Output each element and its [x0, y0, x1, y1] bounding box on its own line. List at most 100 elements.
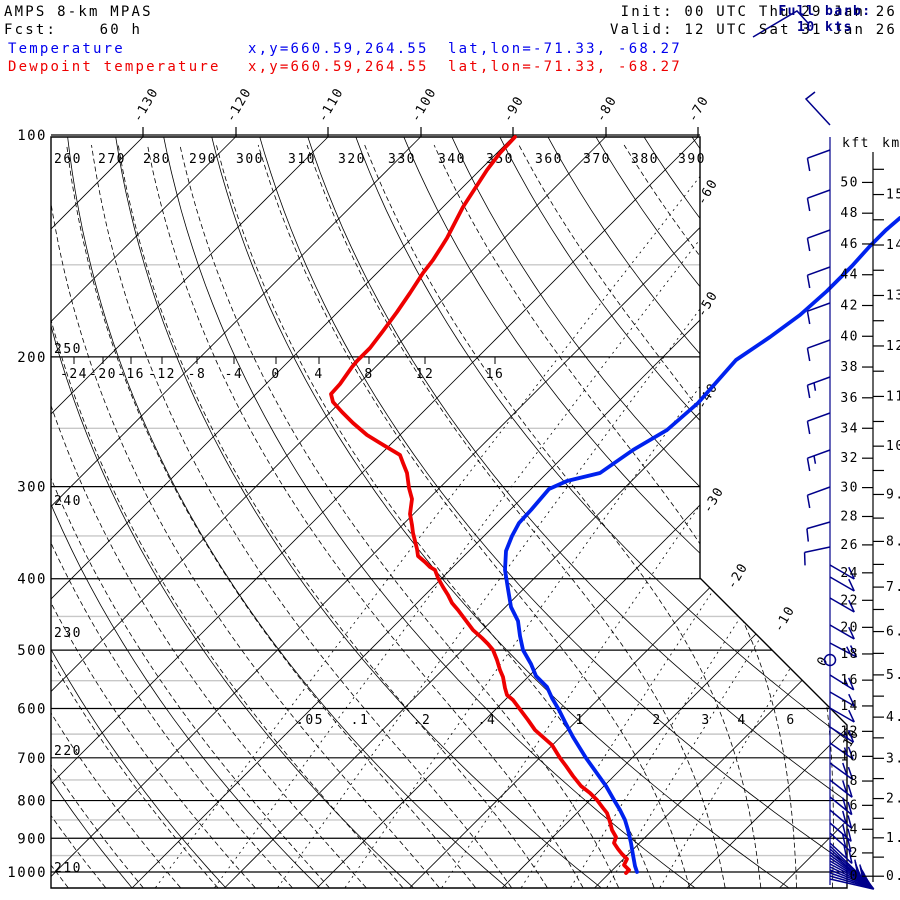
km-tick-label: 11. [886, 389, 900, 404]
km-tick-label: 12. [886, 339, 900, 354]
temperature-xy: x,y=660.59,264.55 [248, 41, 429, 57]
km-tick-label: 6. [886, 625, 900, 640]
dry-adiabat-label: 300 [236, 152, 264, 167]
temperature-curve [503, 216, 900, 874]
dry-adiabat-label: 270 [98, 152, 126, 167]
dewpoint-latlon: lat,lon=-71.33, -68.27 [448, 59, 682, 75]
temperature-legend-label: Temperature [8, 41, 125, 57]
kft-tick-label: 10 [840, 749, 859, 764]
km-tick-label: 5. [886, 668, 900, 683]
dry-adiabat-label: 220 [54, 744, 82, 759]
mixing-ratio-label: .2 [413, 713, 432, 728]
kft-tick-label: 12 [840, 724, 859, 739]
dry-adiabat-label: 320 [338, 152, 366, 167]
kft-tick-label: 22 [840, 593, 859, 608]
km-tick-label: 13. [886, 288, 900, 303]
kft-tick-label: 16 [840, 673, 859, 688]
mixing-ratio-label: 1 [575, 713, 584, 728]
moist-adiabat-label: -8 [188, 367, 207, 382]
isotherm-top-label: -100 [408, 85, 440, 125]
kft-tick-label: 34 [840, 421, 859, 436]
dewpoint-xy: x,y=660.59,264.55 [248, 59, 429, 75]
isotherm-top-label: -130 [130, 85, 162, 125]
kft-tick-label: 6 [850, 798, 859, 813]
isotherms [51, 137, 847, 888]
isotherm-edge-label: -40 [694, 380, 721, 412]
kft-tick-label: 50 [840, 175, 859, 190]
kft-tick-label: 40 [840, 329, 859, 344]
dry-adiabat-label: 310 [288, 152, 316, 167]
moist-adiabat-label: -4 [225, 367, 244, 382]
kft-tick-label: 28 [840, 509, 859, 524]
km-tick-label: 10. [886, 439, 900, 454]
dry-adiabat-label: 330 [388, 152, 416, 167]
pressure-label: 900 [17, 831, 47, 847]
moist-adiabat-label: 8 [364, 367, 373, 382]
moist-adiabat-label: -24 [60, 367, 88, 382]
km-axis-title: km [882, 136, 900, 151]
km-tick-label: 7. [886, 580, 900, 595]
kft-tick-label: 8 [850, 774, 859, 789]
isotherm-edge-label: -20 [724, 560, 751, 592]
moist-adiabat-label: -16 [117, 367, 145, 382]
dry-adiabat-label: 340 [438, 152, 466, 167]
model-title: AMPS 8-km MPAS [4, 4, 153, 20]
dry-adiabat-label: 380 [631, 152, 659, 167]
isotherm-top-label: -110 [315, 85, 347, 125]
mixing-ratio-label: 2 [652, 713, 661, 728]
kft-tick-label: 38 [840, 360, 859, 375]
pressure-label: 800 [17, 794, 47, 810]
kft-tick-label: 20 [840, 620, 859, 635]
thermo-lines [51, 137, 847, 888]
moist-adiabat-label: 4 [314, 367, 323, 382]
kft-tick-label: 14 [840, 699, 859, 714]
kft-tick-label: 2 [850, 846, 859, 861]
init-time: Init: 00 UTC Thu 29 Jan 26 [620, 4, 897, 20]
forecast-hour: Fcst: 60 h [4, 22, 143, 38]
moist-adiabat-label: -12 [148, 367, 176, 382]
dewpoint-curve [329, 135, 631, 875]
moist-adiabats [51, 144, 847, 888]
km-tick-label: 15. [886, 188, 900, 203]
pressure-label: 1000 [7, 865, 47, 881]
dry-adiabats [51, 137, 847, 888]
pressure-label: 500 [17, 643, 47, 659]
km-tick-label: 1. [886, 831, 900, 846]
isotherm-edge-label: -50 [694, 288, 721, 320]
wind-barb-glyph [752, 10, 809, 38]
isotherm-edge-label: -30 [700, 484, 727, 516]
pressure-label: 300 [17, 480, 47, 496]
km-tick-label: 4. [886, 710, 900, 725]
km-tick-label: 9. [886, 487, 900, 502]
height-axes: kft km02468101214161820222426283032343638… [840, 136, 900, 884]
kft-tick-label: 32 [840, 451, 859, 466]
isotherm-top-label: -70 [685, 93, 712, 125]
km-tick-label: 14. [886, 238, 900, 253]
moist-adiabat-label: 12 [416, 367, 435, 382]
isotherm-edge-label: -10 [771, 603, 798, 635]
mixing-ratio-label: .1 [351, 713, 370, 728]
moist-adiabat-label: 0 [271, 367, 280, 382]
pressure-label: 700 [17, 751, 47, 767]
dry-adiabat-label: 210 [54, 861, 82, 876]
kft-tick-label: 42 [840, 298, 859, 313]
moist-adiabat-label: 16 [486, 367, 505, 382]
mixing-ratio-label: .4 [478, 713, 497, 728]
isotherm-top-label: -90 [500, 93, 527, 125]
dry-adiabat-label: 360 [535, 152, 563, 167]
kft-tick-label: 46 [840, 237, 859, 252]
isotherm-top-label: -80 [593, 93, 620, 125]
kft-tick-label: 0 [850, 869, 859, 884]
dry-adiabat-label: 240 [54, 494, 82, 509]
kft-axis-title: kft [842, 136, 870, 151]
wind-barb-glyph [804, 91, 831, 126]
kft-tick-label: 36 [840, 391, 859, 406]
kft-tick-label: 18 [840, 647, 859, 662]
kft-tick-label: 44 [840, 268, 859, 283]
dry-adiabat-label: 390 [678, 152, 706, 167]
dry-adiabat-label: 260 [54, 152, 82, 167]
pressure-label: 100 [17, 128, 47, 144]
kft-tick-label: 4 [850, 822, 859, 837]
